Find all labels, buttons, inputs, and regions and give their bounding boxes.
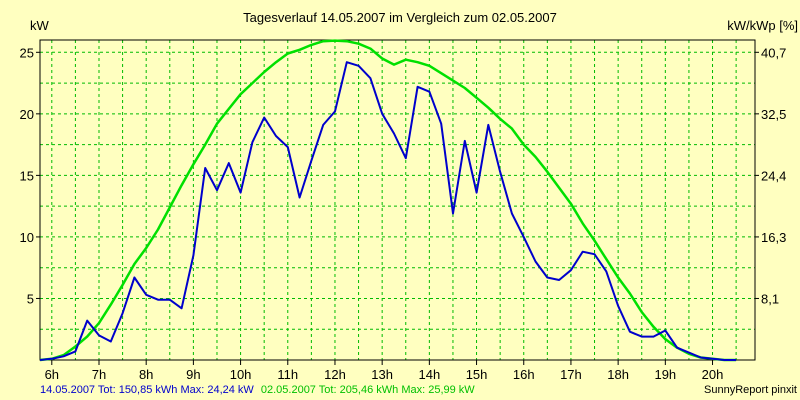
y-right-tick-label: 40,7 [761, 45, 786, 60]
series-group [39, 39, 737, 362]
series-line-1 [39, 61, 737, 361]
x-tick-label: 11h [277, 367, 298, 382]
series-line-2 [39, 39, 737, 362]
x-tick-label: 13h [371, 367, 393, 382]
x-tick-label: 17h [560, 367, 582, 382]
footer-credit: SunnyReport pinxit [704, 384, 797, 396]
y-left-tick-label: 20 [20, 107, 34, 122]
y-left-tick-label: 10 [20, 230, 34, 245]
x-tick-label: 15h [466, 367, 488, 382]
y-axis-left-ticks: 5 10 15 20 25 [20, 45, 40, 306]
y-left-tick-label: 5 [27, 291, 34, 306]
x-axis-ticks: 6h 7h 8h 9h 10h 11h 12h 13h 14h 15h 16h 17h 18h 19h 20… [45, 360, 724, 382]
y-right-tick-label: 8,1 [761, 291, 779, 306]
y-axis-right-ticks: 8,1 16,3 24,4 32,5 40,7 [755, 45, 786, 306]
x-tick-label: 16h [513, 367, 535, 382]
footer-series2: 02.05.2007 Tot: 205,46 kWh Max: 25,99 kW [261, 384, 475, 396]
grid [40, 40, 755, 360]
y-right-tick-label: 32,5 [761, 107, 786, 122]
y-left-tick-label: 25 [20, 45, 34, 60]
x-tick-label: 6h [45, 367, 59, 382]
x-tick-label: 7h [92, 367, 106, 382]
x-tick-label: 8h [139, 367, 153, 382]
y-right-tick-label: 24,4 [761, 168, 786, 183]
y-right-tick-label: 16,3 [761, 230, 786, 245]
footer-stats: 14.05.2007 Tot: 150,85 kWh Max: 24,24 kW… [40, 384, 475, 396]
y-left-tick-label: 15 [20, 168, 34, 183]
y-axis-left-label: kW [30, 18, 50, 33]
x-tick-label: 9h [186, 367, 200, 382]
x-tick-label: 12h [324, 367, 346, 382]
footer-series1: 14.05.2007 Tot: 150,85 kWh Max: 24,24 kW [40, 384, 254, 396]
x-tick-label: 18h [607, 367, 629, 382]
x-tick-label: 10h [230, 367, 252, 382]
x-tick-label: 14h [419, 367, 441, 382]
y-axis-right-label: kW/kWp [%] [727, 18, 798, 33]
plot-frame [39, 39, 756, 361]
chart-title: Tagesverlauf 14.05.2007 im Vergleich zum… [243, 10, 557, 25]
x-tick-label: 19h [654, 367, 676, 382]
x-tick-label: 20h [702, 367, 724, 382]
